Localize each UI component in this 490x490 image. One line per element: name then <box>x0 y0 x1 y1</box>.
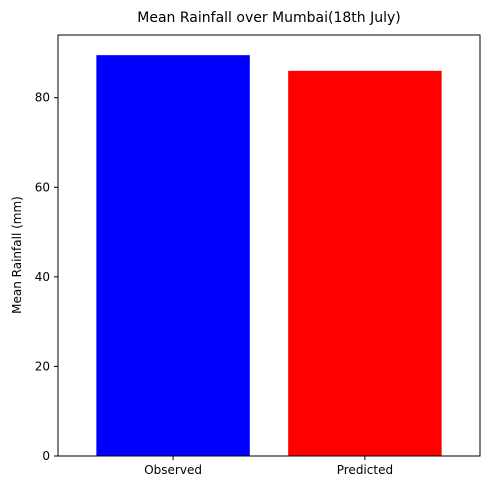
y-tick-label: 60 <box>35 180 50 194</box>
x-tick-label: Predicted <box>337 463 393 477</box>
y-tick-label: 80 <box>35 91 50 105</box>
x-axis-ticks: Observed Predicted <box>144 456 393 477</box>
y-tick-label: 20 <box>35 359 50 373</box>
y-axis-label: Mean Rainfall (mm) <box>10 196 24 314</box>
y-axis-ticks: 0 20 40 60 80 <box>35 91 58 463</box>
plot-frame <box>57 34 481 457</box>
bars-group <box>96 55 442 457</box>
chart-title: Mean Rainfall over Mumbai(18th July) <box>137 10 400 26</box>
y-tick-label: 40 <box>35 270 50 284</box>
bar-predicted <box>288 70 442 457</box>
bar-observed <box>96 55 250 456</box>
x-tick-label: Observed <box>144 463 202 477</box>
y-tick-label: 0 <box>42 449 50 463</box>
